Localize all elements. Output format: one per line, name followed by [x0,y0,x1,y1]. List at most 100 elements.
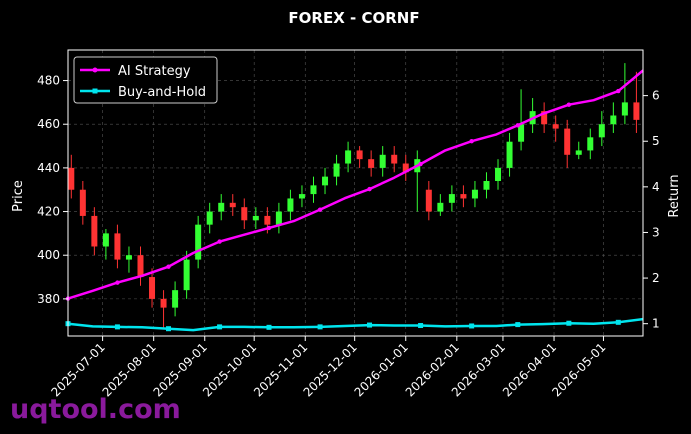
series-point [418,323,424,329]
series-point [317,207,323,212]
x-tick-label: 2025-08-01 [100,340,159,399]
legend-label-ai-strategy: AI Strategy [118,64,191,79]
y-right-tick-label: 3 [652,225,660,239]
x-tick-label: 2026-01-01 [352,340,411,399]
candle-body [391,154,398,164]
series-point [615,319,621,325]
candle-body [621,102,628,116]
y-left-tick-label: 460 [37,117,60,131]
candle-body [298,194,305,199]
candle-body [575,150,582,155]
candle-body [91,215,98,247]
x-tick-label: 2025-07-01 [48,340,107,399]
candle-body [241,207,248,221]
y-axis-left-label: Price [11,180,26,212]
candle-body [541,111,548,125]
candle-body [333,163,340,177]
legend-marker-buy-and-hold [92,88,98,94]
candle-body [206,211,213,225]
candlestick-series [68,63,640,330]
candle-body [114,233,121,260]
series-point [114,324,120,330]
legend-marker-ai-strategy [92,67,98,73]
legend: AI Strategy Buy-and-Hold [73,56,218,104]
series-point [317,324,323,330]
candle-body [102,233,109,247]
y-left-tick-label: 440 [37,161,60,175]
series-point [515,322,521,328]
x-tick-label: 2026-05-01 [549,340,608,399]
series-point [515,123,520,128]
candle-body [598,124,605,138]
candle-body [275,211,282,225]
series-point [367,322,373,328]
candle-body [460,194,467,199]
y-axis-right-label: Return [667,174,682,217]
y-right-tick-label: 5 [652,134,660,148]
series-line-0 [67,69,644,300]
y-right-tick-label: 4 [652,180,660,194]
candle-body [610,115,617,125]
y-left-tick-label: 380 [37,292,60,306]
candle-body [471,189,478,199]
candle-body [564,128,571,155]
series-point [115,280,120,285]
series-point [367,186,372,192]
candle-body [402,163,409,173]
candle-body [518,124,525,142]
plot-frame [67,49,644,337]
series-point [566,320,572,326]
y-right-tick-label: 1 [652,317,660,331]
candle-body [195,224,202,260]
y-left-tick-label: 400 [37,248,60,262]
candle-body [264,215,271,225]
series-point [469,323,475,329]
candle-body [149,277,156,299]
y-right-tick-label: 6 [652,89,660,103]
candle-body [322,176,329,186]
candle-body [68,167,75,190]
candle-body [160,298,167,308]
series-point [616,88,621,94]
candle-body [345,150,352,164]
chart-title: FOREX - CORNF [288,9,419,27]
y-left-tick-label: 480 [37,74,60,88]
series-point [217,324,223,330]
series-point [266,225,272,231]
candle-body [506,141,513,168]
series-point [266,324,272,330]
axes: 2025-07-012025-08-012025-09-012025-10-01… [37,74,660,400]
candle-body [356,150,363,160]
candle-body [425,189,432,212]
series-point [217,239,222,244]
candle-body [183,259,190,291]
candle-body [137,255,144,278]
candle-body [368,159,375,168]
candle-body [587,137,594,151]
legend-label-buy-and-hold: Buy-and-Hold [118,85,206,100]
series-point [566,102,572,107]
candle-body [495,167,502,181]
series-point [166,326,172,332]
y-left-tick-label: 420 [37,205,60,219]
candle-body [125,255,132,260]
x-tick-label: 2025-12-01 [301,340,360,399]
candle-body [552,124,559,129]
y-right-tick-label: 2 [652,271,660,285]
series-line-1 [67,317,644,332]
series-point [469,139,474,144]
candle-body [252,215,259,221]
candle-body [218,202,225,212]
candle-body [229,202,236,208]
watermark-text: uqtool.com [10,394,181,425]
candle-body [437,202,444,212]
candle-body [172,290,179,308]
candle-body [483,180,490,190]
candle-body [379,154,386,168]
series-point [418,161,423,167]
series-point [166,264,171,269]
candle-body [310,185,317,195]
candle-body [448,194,455,203]
candle-body [633,102,640,120]
